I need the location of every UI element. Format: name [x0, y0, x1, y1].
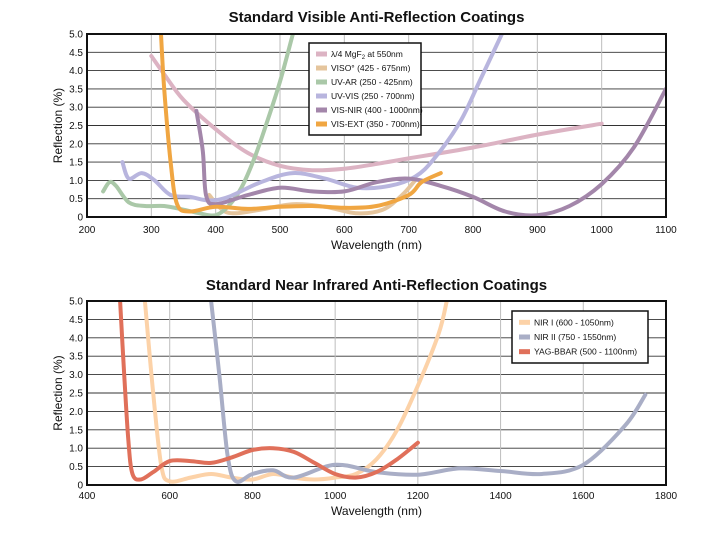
y-tick-label: 3.0: [69, 370, 83, 381]
series-line: [118, 301, 420, 482]
y-tick-label: 5.0: [69, 30, 83, 41]
y-tick-label: 1.5: [69, 158, 83, 169]
y-tick-label: 3.5: [69, 352, 83, 363]
legend-entry: NIR I (600 - 1050nm): [534, 317, 614, 327]
x-tick-label: 400: [79, 491, 96, 502]
series-line: [159, 34, 443, 214]
y-tick-label: 0.5: [69, 462, 83, 473]
y-tick-label: 2.0: [69, 407, 83, 418]
y-tick-label: 0.5: [69, 194, 83, 205]
series-group: [101, 34, 666, 217]
series-group: [118, 301, 648, 484]
x-tick-label: 600: [161, 491, 178, 502]
series-line: [194, 86, 666, 217]
x-tick-label: 1600: [572, 491, 595, 502]
series-line: [209, 301, 648, 484]
plot-frame: [86, 33, 667, 218]
legend-box: [308, 42, 422, 136]
x-tick-label: 800: [244, 491, 261, 502]
legend-entry: UV-VIS (250 - 700nm): [331, 91, 415, 101]
series-line: [149, 54, 604, 173]
y-tick-label: 2.5: [69, 389, 83, 400]
x-tick-label: 1200: [407, 491, 430, 502]
series-line: [101, 34, 295, 217]
y-tick-label: 5.0: [69, 297, 83, 308]
series-line: [120, 34, 504, 203]
x-axis-label: Wavelength (nm): [331, 504, 422, 518]
legend-entry: VISO° (425 - 675nm): [331, 63, 411, 73]
x-tick-label: 1100: [655, 225, 677, 236]
chart-title: Standard Near Infrared Anti-Reflection C…: [206, 277, 547, 294]
y-axis-label: Reflection (%): [51, 355, 65, 430]
x-tick-label: 1800: [655, 491, 678, 502]
y-tick-label: 4.5: [69, 48, 83, 59]
x-tick-label: 1400: [489, 491, 512, 502]
y-tick-label: 2.5: [69, 121, 83, 132]
y-tick-label: 0: [77, 213, 83, 224]
legend-entry: YAG-BBAR (500 - 1100nm): [534, 347, 637, 357]
y-tick-label: 0: [77, 481, 83, 492]
y-tick-label: 1.5: [69, 425, 83, 436]
chart-title: Standard Visible Anti-Reflection Coating…: [229, 9, 525, 26]
legend: NIR I (600 - 1050nm) NIR II (750 - 1550nm…: [511, 310, 649, 364]
legend-entry: VIS-EXT (350 - 700nm): [331, 119, 420, 129]
plot-frame: [86, 300, 667, 486]
x-tick-label: 900: [529, 225, 546, 236]
x-tick-label: 800: [465, 225, 482, 236]
x-tick-label: 700: [400, 225, 417, 236]
x-axis-label: Wavelength (nm): [331, 238, 422, 252]
legend: λ/4 MgF2 at 550nm VISO° (425 - 675nm) UV-A…: [308, 42, 423, 136]
chart-1: Standard Visible Anti-Reflection Coating…: [51, 9, 677, 252]
legend-entry: λ/4 MgF2 at 550nm: [331, 49, 403, 61]
legend-entry: UV-AR (250 - 425nm): [331, 77, 413, 87]
y-tick-label: 4.0: [69, 66, 83, 77]
x-tick-label: 400: [207, 225, 224, 236]
y-axis-label: Reflection (%): [51, 88, 65, 163]
x-tick-label: 1000: [591, 225, 614, 236]
legend-entry: NIR II (750 - 1550nm): [534, 332, 616, 342]
y-tick-label: 3.0: [69, 103, 83, 114]
y-tick-label: 1.0: [69, 176, 83, 187]
x-tick-label: 500: [272, 225, 289, 236]
legend-box: [511, 310, 649, 364]
y-tick-label: 3.5: [69, 84, 83, 95]
x-tick-label: 300: [143, 225, 160, 236]
y-tick-label: 4.5: [69, 315, 83, 326]
y-tick-label: 1.0: [69, 444, 83, 455]
chart-2: Standard Near Infrared Anti-Reflection C…: [51, 277, 678, 518]
y-tick-label: 4.0: [69, 333, 83, 344]
legend-entry: VIS-NIR (400 - 1000nm): [331, 105, 423, 115]
x-tick-label: 200: [79, 225, 96, 236]
x-tick-label: 1000: [324, 491, 347, 502]
y-tick-label: 2.0: [69, 139, 83, 150]
x-tick-label: 600: [336, 225, 353, 236]
